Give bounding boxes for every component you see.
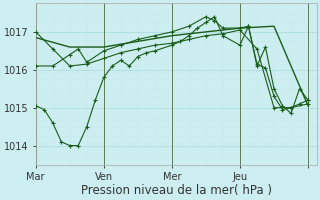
X-axis label: Pression niveau de la mer( hPa ): Pression niveau de la mer( hPa )	[81, 184, 272, 197]
